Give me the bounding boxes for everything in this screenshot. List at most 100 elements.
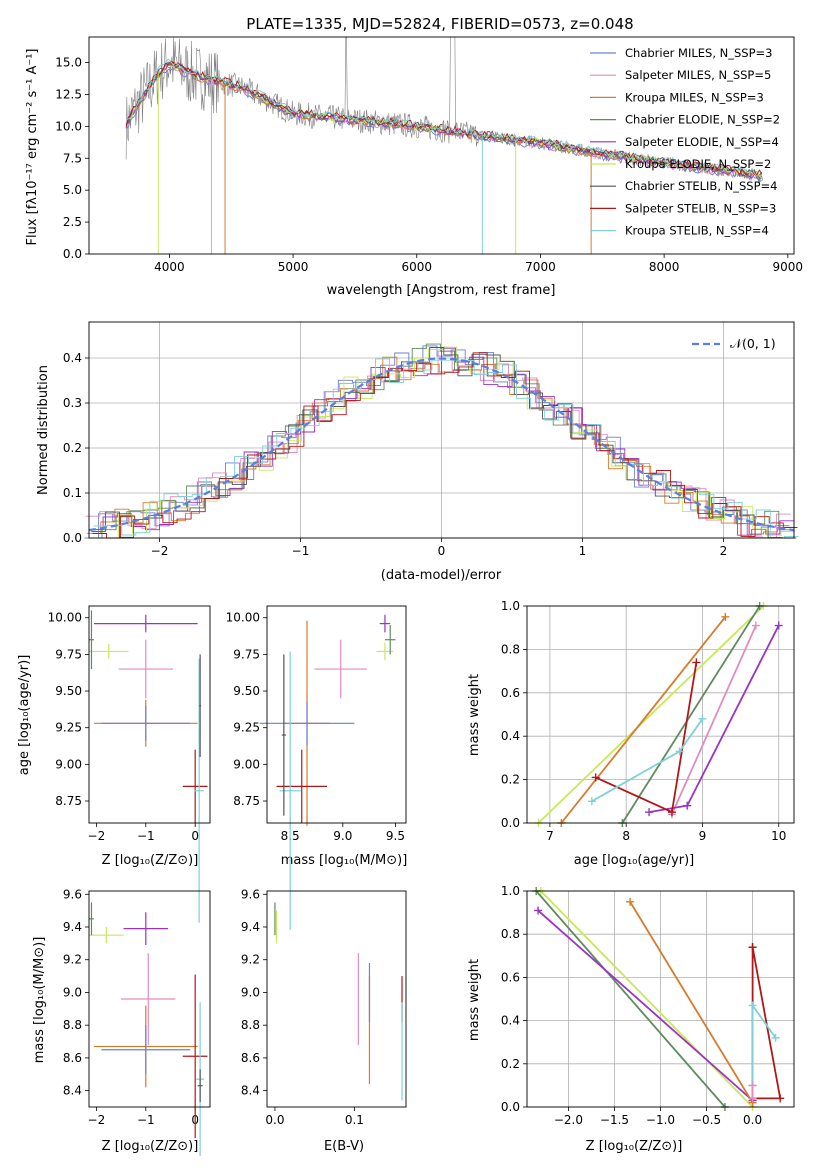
spectrum-axes: 4000 5000 6000 7000 8000 9000 0.0 2.5 5.0 7.5 10.0… <box>55 36 804 274</box>
x-tick-label: 8000 <box>649 260 680 274</box>
kroupa_stelib-weight-marker <box>587 797 596 806</box>
kroupa_stelib-legend-label: Kroupa STELIB, N_SSP=4 <box>625 224 769 238</box>
plots-layer: 4000 5000 6000 7000 8000 90000.02.55.07.510.0… <box>48 36 804 1157</box>
z_age-axes: −2 −1 0 8.75 9.00 9.25 9.50 9.75 10.00 <box>48 605 211 923</box>
x-tick-label: 8 <box>622 829 630 843</box>
y-tick-label: 9.50 <box>233 684 260 698</box>
axes-frame <box>526 605 795 824</box>
z-mass-ylabel: mass [log₁₀(M/M⊙)] <box>32 937 47 1064</box>
salpeter_miles-weight-line <box>671 625 757 815</box>
chabrier_elodie-weight-line <box>621 605 761 824</box>
mass-age-xlabel: mass [log₁₀(M/M⊙)] <box>281 853 408 868</box>
y-tick-label: 8.8 <box>241 1018 260 1032</box>
kroupa_stelib-weight-line <box>751 1002 777 1086</box>
x-tick-label: −2 <box>88 829 106 843</box>
y-tick-label: 9.2 <box>241 953 260 967</box>
y-tick-label: 9.00 <box>233 757 260 771</box>
chabrier_miles-legend-label: Chabrier MILES, N_SSP=3 <box>625 46 772 60</box>
z-weight-ylabel: mass weight <box>467 959 482 1041</box>
kroupa_miles-weight-marker <box>721 612 730 621</box>
x-tick-label: 7000 <box>525 260 556 274</box>
salpeter_stelib-weight-marker <box>591 773 600 782</box>
x-tick-label: 6000 <box>401 260 432 274</box>
salpeter_stelib-legend-label: Salpeter STELIB, N_SSP=3 <box>625 201 776 215</box>
y-tick-label: 0.4 <box>501 1014 520 1028</box>
axes-frame <box>526 890 795 1108</box>
salpeter_elodie-weight-marker <box>774 621 783 630</box>
kroupa_elodie-weight-line <box>540 890 754 1108</box>
normal-curve <box>88 357 795 532</box>
x-tick-label: 9000 <box>773 260 804 274</box>
kroupa_elodie-weight-line <box>537 605 765 824</box>
y-tick-label: 0.4 <box>63 351 82 365</box>
x-tick-label: 9.5 <box>386 829 405 843</box>
axes-frame <box>88 36 795 255</box>
spectrum-lines <box>125 37 764 254</box>
y-tick-label: 0.2 <box>501 773 520 787</box>
kroupa_miles-histogram <box>86 356 792 535</box>
y-tick-label: 0.6 <box>501 686 520 700</box>
salpeter_miles-weight-marker <box>748 1081 757 1090</box>
y-tick-label: 9.25 <box>233 721 260 735</box>
salpeter_stelib-weight-marker <box>776 1094 785 1103</box>
y-tick-label: 0.4 <box>501 729 520 743</box>
y-tick-label: 9.75 <box>55 647 82 661</box>
kroupa_elodie-histogram <box>90 346 796 539</box>
x-tick-label: 7 <box>546 829 554 843</box>
chabrier_elodie-legend-label: Chabrier ELODIE, N_SSP=2 <box>625 113 780 127</box>
z_mass-axes: −2−108.48.68.89.09.29.49.6 <box>63 887 211 1157</box>
chabrier_stelib-legend-label: Chabrier STELIB, N_SSP=4 <box>625 179 777 193</box>
y-tick-label: 0.0 <box>63 247 82 261</box>
y-tick-label: 0.8 <box>501 642 520 656</box>
y-tick-label: 8.4 <box>241 1084 260 1098</box>
z-age-ylabel: age [log₁₀(age/yr)] <box>17 655 32 776</box>
x-tick-label: −1 <box>137 829 155 843</box>
salpeter_stelib-histogram <box>92 352 798 539</box>
spectrum-title: PLATE=1335, MJD=52824, FIBERID=0573, z=0… <box>246 15 633 33</box>
axes-frame <box>266 890 407 1108</box>
x-tick-label: 10 <box>771 829 786 843</box>
chabrier_stelib-model-line <box>125 60 763 178</box>
y-tick-label: 9.25 <box>55 721 82 735</box>
kroupa_miles-weight-marker <box>626 897 635 906</box>
y-tick-label: 8.8 <box>63 1018 82 1032</box>
y-tick-label: 9.4 <box>63 920 82 934</box>
y-tick-label: 0.2 <box>63 441 82 455</box>
salpeter_elodie-weight-marker <box>534 906 543 915</box>
y-tick-label: 9.00 <box>55 757 82 771</box>
y-tick-label: 9.4 <box>241 920 260 934</box>
z-mass-xlabel: Z [log₁₀(Z/Z⊙)] <box>102 1139 199 1154</box>
spectrum-legend: Chabrier MILES, N_SSP=3 Salpeter MILES, N… <box>590 46 780 238</box>
x-tick-label: 2 <box>720 544 728 558</box>
residuals-ylabel: Normed distribution <box>36 365 51 495</box>
x-tick-label: −0.5 <box>692 1113 721 1127</box>
x-tick-label: 5000 <box>278 260 309 274</box>
y-tick-label: 9.0 <box>241 985 260 999</box>
x-tick-label: 0 <box>438 544 446 558</box>
y-tick-label: 8.75 <box>55 794 82 808</box>
y-tick-label: 0.0 <box>501 1100 520 1114</box>
kroupa_miles-weight-line <box>629 901 754 1104</box>
kroupa_stelib-histogram <box>93 358 799 539</box>
chabrier_elodie-weight-line <box>535 890 726 1108</box>
chabrier_elodie-histogram <box>87 343 793 539</box>
axes-frame <box>266 605 407 824</box>
z_weight-axes: −2.0 −1.5 −1.0 −0.5 0.0 0.0 0.2 0.4 0.6 0.8 1.0 <box>501 884 795 1127</box>
x-tick-label: 0.1 <box>345 1113 364 1127</box>
y-tick-label: 2.5 <box>63 215 82 229</box>
x-tick-label: 0.0 <box>743 1113 762 1127</box>
kroupa_elodie-legend-label: Kroupa ELODIE, N_SSP=2 <box>625 157 771 171</box>
y-tick-label: 9.50 <box>55 684 82 698</box>
ebv-mass-xlabel: E(B-V) <box>324 1139 364 1154</box>
salpeter_stelib-weight-marker <box>748 943 757 952</box>
x-tick-label: −1 <box>292 544 310 558</box>
salpeter_elodie-histogram <box>89 347 794 536</box>
y-tick-label: 1.0 <box>501 884 520 898</box>
salpeter_stelib-weight-marker <box>667 808 676 817</box>
chabrier_miles-histogram <box>84 345 790 539</box>
y-tick-label: 1.0 <box>501 599 520 613</box>
salpeter_miles-weight-marker <box>751 621 760 630</box>
y-tick-label: 5.0 <box>63 183 82 197</box>
